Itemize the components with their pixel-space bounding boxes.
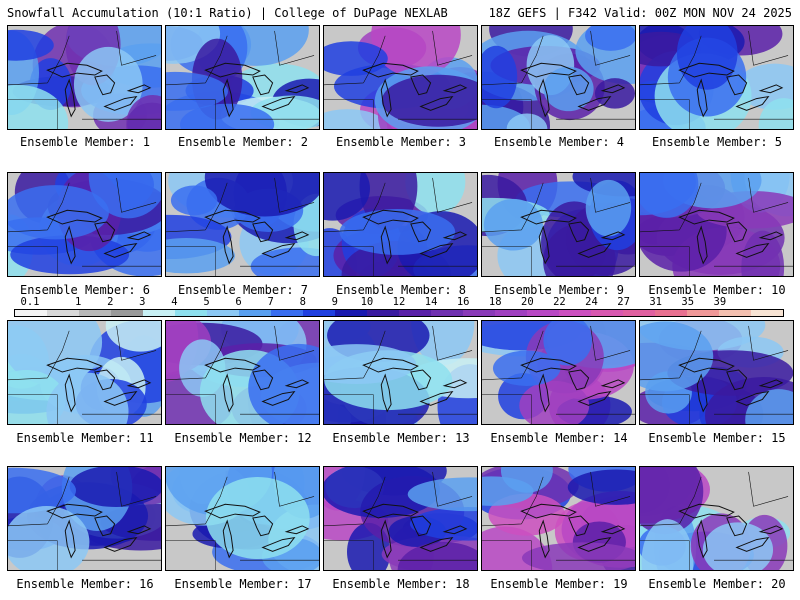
colorbar-tick-label: 10 bbox=[360, 296, 374, 308]
ensemble-member-map bbox=[7, 320, 162, 425]
colorbar-tick-label: 18 bbox=[488, 296, 502, 308]
ensemble-member-map bbox=[481, 466, 636, 571]
ensemble-member-label: Ensemble Member: 15 bbox=[648, 431, 786, 445]
colorbar-tick-label: 39 bbox=[713, 296, 727, 308]
ensemble-member-label: Ensemble Member: 16 bbox=[16, 577, 154, 591]
ensemble-member-label: Ensemble Member: 5 bbox=[651, 135, 783, 149]
ensemble-member-label: Ensemble Member: 8 bbox=[335, 283, 467, 297]
ensemble-member-map bbox=[639, 466, 794, 571]
ensemble-member-map bbox=[165, 320, 320, 425]
ensemble-member-map bbox=[639, 25, 794, 130]
colorbar-tick-label: 8 bbox=[299, 296, 306, 308]
colorbar-tick-label: 6 bbox=[235, 296, 242, 308]
ensemble-member-map bbox=[323, 25, 478, 130]
colorbar-swatch bbox=[655, 310, 687, 316]
colorbar-tick-label: 27 bbox=[617, 296, 630, 308]
ensemble-member-label: Ensemble Member: 1 bbox=[19, 135, 151, 149]
ensemble-member-label: Ensemble Member: 20 bbox=[648, 577, 786, 591]
ensemble-member-map bbox=[165, 466, 320, 571]
map-title: Snowfall Accumulation (10:1 Ratio) | Col… bbox=[7, 6, 448, 20]
colorbar-swatch bbox=[527, 310, 559, 316]
colorbar-swatch bbox=[111, 310, 143, 316]
ensemble-member-label: Ensemble Member: 13 bbox=[332, 431, 470, 445]
colorbar-tick-label: 2 bbox=[107, 296, 114, 308]
colorbar-tick-label: 4 bbox=[171, 296, 178, 308]
colorbar-swatch bbox=[399, 310, 431, 316]
ensemble-member-label: Ensemble Member: 4 bbox=[493, 135, 625, 149]
ensemble-member-label: Ensemble Member: 7 bbox=[177, 283, 309, 297]
ensemble-member-map bbox=[323, 172, 478, 277]
colorbar-tick-label: 0.1 bbox=[20, 296, 40, 308]
ensemble-member-label: Ensemble Member: 10 bbox=[648, 283, 786, 297]
colorbar-tick-label: 5 bbox=[203, 296, 210, 308]
colorbar-swatch bbox=[47, 310, 79, 316]
colorbar-swatch bbox=[367, 310, 399, 316]
colorbar-swatch bbox=[207, 310, 239, 316]
ensemble-member-label: Ensemble Member: 14 bbox=[490, 431, 628, 445]
ensemble-member-map bbox=[165, 172, 320, 277]
colorbar-tick-label: 3 bbox=[139, 296, 146, 308]
ensemble-member-map bbox=[323, 466, 478, 571]
colorbar-swatch bbox=[431, 310, 463, 316]
ensemble-member-map bbox=[481, 172, 636, 277]
colorbar-swatch bbox=[271, 310, 303, 316]
colorbar-tick-label: 9 bbox=[331, 296, 338, 308]
ensemble-member-label: Ensemble Member: 11 bbox=[16, 431, 154, 445]
ensemble-member-label: Ensemble Member: 19 bbox=[490, 577, 628, 591]
ensemble-member-map bbox=[7, 466, 162, 571]
ensemble-member-map bbox=[639, 320, 794, 425]
ensemble-member-map bbox=[481, 320, 636, 425]
ensemble-member-label: Ensemble Member: 18 bbox=[332, 577, 470, 591]
colorbar-swatch bbox=[623, 310, 655, 316]
colorbar-tick-label: 1 bbox=[74, 296, 82, 308]
colorbar-swatch bbox=[463, 310, 495, 316]
colorbar-swatch bbox=[751, 310, 783, 316]
colorbar-tick-label: 16 bbox=[456, 296, 470, 308]
colorbar-swatch bbox=[175, 310, 207, 316]
ensemble-member-map bbox=[481, 25, 636, 130]
ensemble-member-label: Ensemble Member: 6 bbox=[19, 283, 151, 297]
colorbar-swatch bbox=[687, 310, 719, 316]
colorbar-tick-label: 22 bbox=[553, 296, 566, 308]
colorbar-tick-label: 12 bbox=[392, 296, 406, 308]
ensemble-member-map bbox=[7, 25, 162, 130]
ensemble-member-map bbox=[165, 25, 320, 130]
colorbar-tick-label: 14 bbox=[424, 296, 438, 308]
ensemble-member-label: Ensemble Member: 3 bbox=[335, 135, 467, 149]
colorbar-swatch bbox=[15, 310, 47, 316]
ensemble-member-map bbox=[639, 172, 794, 277]
ensemble-member-label: Ensemble Member: 17 bbox=[174, 577, 312, 591]
colorbar-swatch bbox=[335, 310, 367, 316]
ensemble-member-label: Ensemble Member: 12 bbox=[174, 431, 312, 445]
colorbar-swatch bbox=[559, 310, 591, 316]
ensemble-member-label: Ensemble Member: 9 bbox=[493, 283, 625, 297]
ensemble-member-map bbox=[7, 172, 162, 277]
colorbar-swatch bbox=[143, 310, 175, 316]
valid-time-label: 18Z GEFS | F342 Valid: 00Z MON NOV 24 20… bbox=[488, 6, 792, 20]
colorbar-tick-label: 31 bbox=[649, 296, 662, 308]
colorbar-swatch bbox=[495, 310, 527, 316]
colorbar-tick-label: 20 bbox=[521, 296, 534, 308]
snowfall-colorbar bbox=[14, 309, 784, 317]
colorbar-swatch bbox=[79, 310, 111, 316]
colorbar-tick-label: 35 bbox=[681, 296, 695, 308]
colorbar-swatch bbox=[719, 310, 751, 316]
ensemble-member-label: Ensemble Member: 2 bbox=[177, 135, 309, 149]
colorbar-swatch bbox=[239, 310, 271, 316]
colorbar-swatch bbox=[591, 310, 623, 316]
colorbar-tick-label: 7 bbox=[267, 296, 274, 308]
colorbar-tick-label: 24 bbox=[585, 296, 598, 308]
ensemble-member-map bbox=[323, 320, 478, 425]
colorbar-swatch bbox=[303, 310, 335, 316]
